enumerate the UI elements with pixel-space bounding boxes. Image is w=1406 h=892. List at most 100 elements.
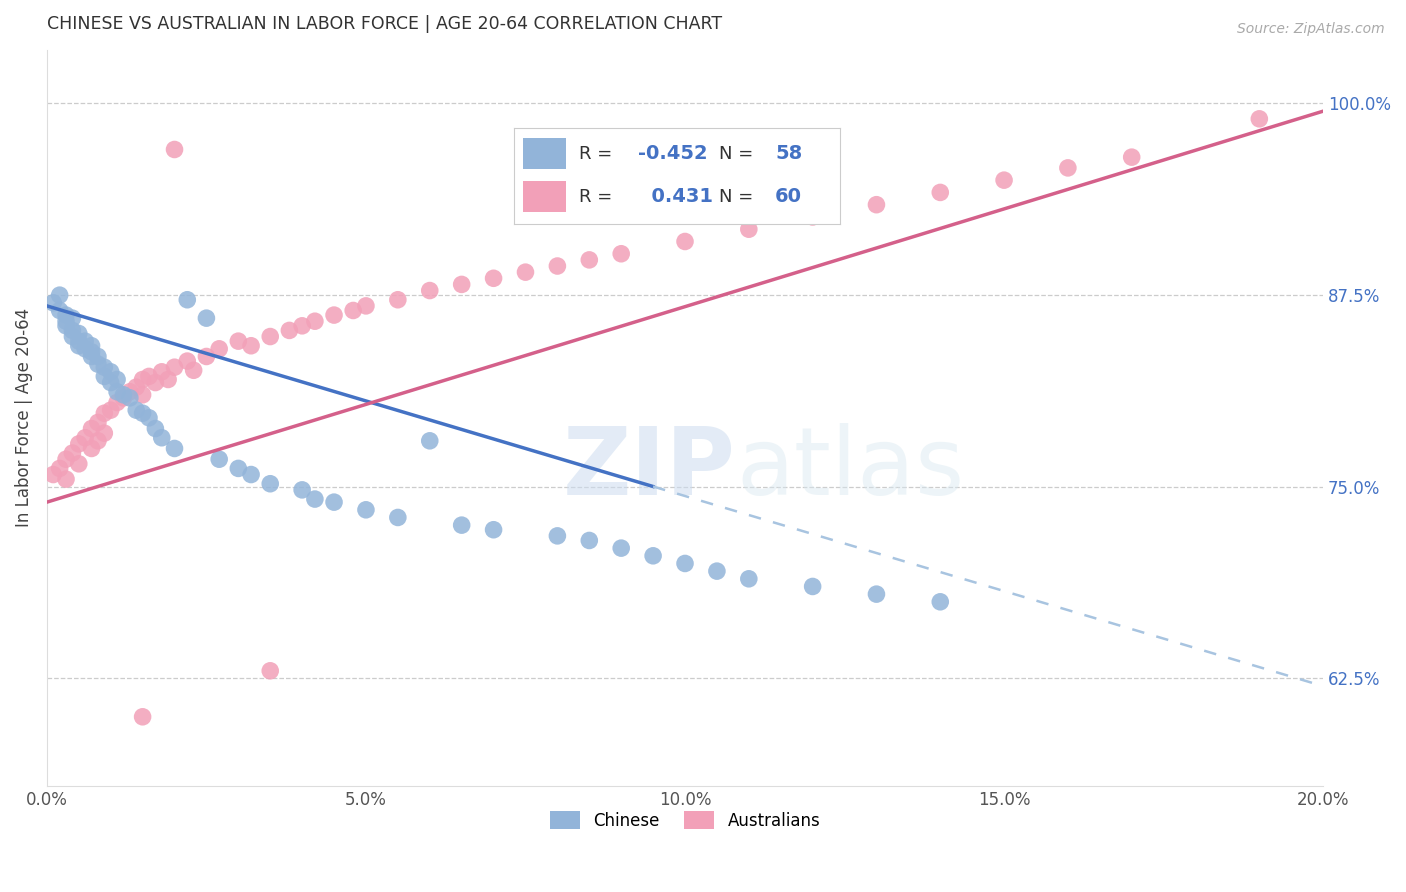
Point [112, 388, 135, 402]
Point [240, 467, 263, 482]
Legend: Chinese, Australians: Chinese, Australians [543, 805, 827, 837]
Point [80, 339, 103, 353]
Point [342, 303, 364, 318]
Point [929, 595, 952, 609]
Point [55, 318, 77, 333]
Point [93, 360, 115, 375]
Bar [523, 138, 565, 169]
Text: Source: ZipAtlas.com: Source: ZipAtlas.com [1237, 22, 1385, 37]
Point [228, 461, 250, 475]
Point [259, 476, 281, 491]
Point [55, 472, 77, 486]
Point [354, 503, 377, 517]
Text: R =: R = [579, 188, 617, 206]
Text: -0.452: -0.452 [638, 145, 707, 163]
Text: CHINESE VS AUSTRALIAN IN LABOR FORCE | AGE 20-64 CORRELATION CHART: CHINESE VS AUSTRALIAN IN LABOR FORCE | A… [46, 15, 723, 33]
Point [105, 395, 128, 409]
Point [610, 541, 633, 556]
Point [48, 303, 70, 318]
Text: N =: N = [720, 188, 759, 206]
Point [55, 314, 77, 328]
Point [62, 446, 84, 460]
Point [259, 329, 281, 343]
Point [75, 342, 97, 356]
Text: 58: 58 [775, 145, 803, 163]
Point [55, 452, 77, 467]
Point [450, 277, 472, 292]
Point [163, 360, 186, 375]
Point [62, 329, 84, 343]
Point [546, 529, 568, 543]
Point [183, 363, 205, 377]
Point [929, 186, 952, 200]
Point [62, 311, 84, 326]
Point [482, 271, 505, 285]
Point [93, 369, 115, 384]
Point [673, 235, 696, 249]
Point [228, 334, 250, 348]
Point [865, 587, 887, 601]
Point [138, 410, 160, 425]
Point [578, 533, 600, 548]
Point [125, 380, 148, 394]
Point [176, 293, 198, 307]
Point [1121, 150, 1143, 164]
Point [145, 376, 167, 390]
Text: N =: N = [720, 145, 759, 162]
Point [1249, 112, 1271, 126]
Point [578, 252, 600, 267]
Point [118, 391, 141, 405]
Point [87, 416, 110, 430]
Point [131, 710, 153, 724]
Point [62, 323, 84, 337]
Point [801, 210, 824, 224]
Point [100, 403, 122, 417]
Point [145, 421, 167, 435]
Point [125, 403, 148, 417]
Point [67, 457, 90, 471]
Point [93, 426, 115, 441]
Point [738, 572, 761, 586]
Point [259, 664, 281, 678]
Point [80, 442, 103, 456]
Point [195, 311, 218, 326]
Point [131, 388, 153, 402]
Point [87, 350, 110, 364]
Point [67, 334, 90, 348]
Point [67, 339, 90, 353]
Point [515, 265, 537, 279]
Point [304, 491, 326, 506]
Text: 60: 60 [775, 187, 801, 206]
Bar [523, 181, 565, 212]
Point [208, 452, 231, 467]
Text: ZIP: ZIP [564, 424, 737, 516]
Point [208, 342, 231, 356]
Point [673, 557, 696, 571]
Point [738, 222, 761, 236]
Point [354, 299, 377, 313]
Y-axis label: In Labor Force | Age 20-64: In Labor Force | Age 20-64 [15, 309, 32, 527]
Point [195, 350, 218, 364]
Point [87, 357, 110, 371]
Point [865, 197, 887, 211]
Point [176, 354, 198, 368]
Point [157, 372, 180, 386]
Point [100, 376, 122, 390]
Point [801, 579, 824, 593]
Point [80, 350, 103, 364]
Point [112, 391, 135, 405]
Point [48, 288, 70, 302]
Point [75, 431, 97, 445]
Point [419, 284, 441, 298]
Point [323, 308, 346, 322]
Point [131, 406, 153, 420]
Point [278, 323, 301, 337]
Point [610, 246, 633, 260]
Point [419, 434, 441, 448]
Text: 0.431: 0.431 [638, 187, 713, 206]
Point [163, 442, 186, 456]
Point [80, 421, 103, 435]
Point [55, 308, 77, 322]
Point [93, 406, 115, 420]
Point [42, 295, 65, 310]
